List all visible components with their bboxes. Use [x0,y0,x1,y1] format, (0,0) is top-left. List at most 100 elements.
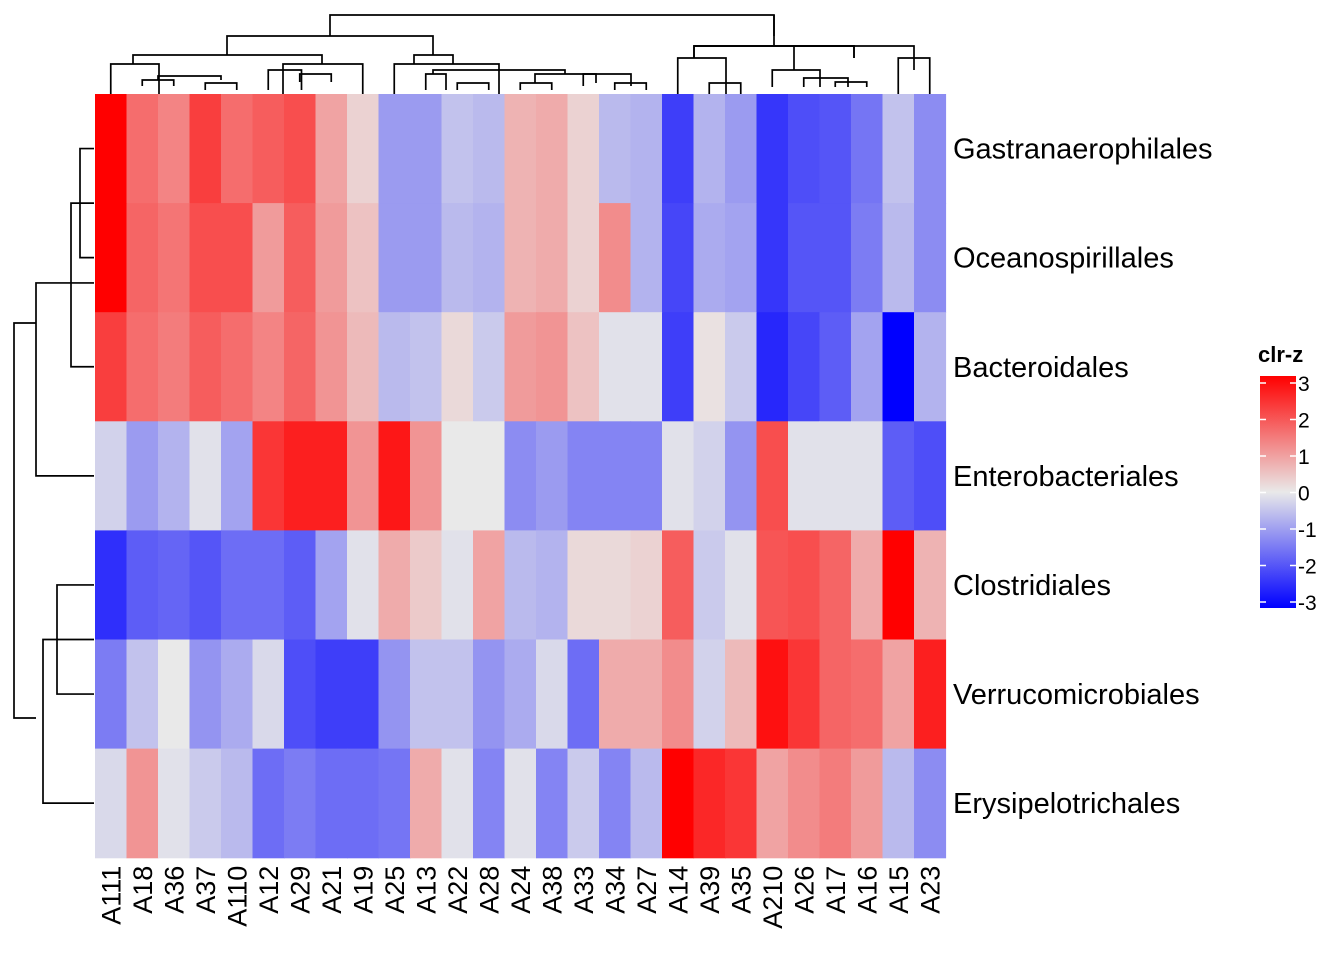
heatmap-cell [882,203,915,313]
column-label: A13 [412,866,442,914]
heatmap-cell [788,94,821,204]
column-label: A18 [128,866,158,914]
heatmap-cell [126,94,159,204]
row-label: Enterobacteriales [953,461,1179,493]
legend-tick-label: -2 [1298,556,1317,579]
heatmap-cell [819,748,852,859]
heatmap-cell [252,639,285,750]
heatmap-cell [504,748,537,859]
column-label: A36 [160,866,190,914]
heatmap-cell [378,748,411,859]
heatmap-cell [851,94,884,204]
heatmap-cell [347,203,380,313]
heatmap-cell [473,203,506,313]
column-label: A12 [254,866,284,914]
heatmap-cell [819,203,852,313]
column-dendrogram-branch [694,15,854,47]
heatmap-cell [189,421,222,531]
heatmap-cell [725,94,758,204]
heatmap-cell [756,312,789,422]
heatmap-cell [819,421,852,531]
heatmap-cell [221,421,254,531]
heatmap-cell [788,748,821,859]
heatmap-cell [126,203,159,313]
heatmap-cell [315,639,348,750]
heatmap-cell [95,421,128,531]
heatmap-cell [504,530,537,641]
heatmap-cell [599,94,632,204]
row-label: Verrucomicrobiales [953,679,1200,711]
column-label: A37 [191,866,221,914]
heatmap-cell [378,312,411,422]
heatmap-cell [95,530,128,641]
heatmap-cell [441,203,474,313]
heatmap-cell [378,639,411,750]
column-label: A210 [758,866,788,929]
column-dendrogram-branch [582,73,632,86]
heatmap-cell [725,748,758,859]
heatmap-cell [315,421,348,531]
heatmap-cell [693,421,726,531]
heatmap-cell [284,530,317,641]
heatmap-cell [504,94,537,204]
heatmap-cell [441,421,474,531]
heatmap-cell [441,748,474,859]
column-dendrogram-branch [226,35,434,55]
heatmap-cell [410,748,443,859]
heatmap-cell [441,312,474,422]
column-dendrogram-branch [802,77,849,87]
heatmap-cell [882,312,915,422]
heatmap-cell [756,94,789,204]
heatmap-cell [347,312,380,422]
heatmap-cell [410,203,443,313]
row-label: Oceanospirillales [953,243,1174,275]
row-dendrogram-branch [42,638,94,804]
heatmap-cell [126,639,159,750]
column-label: A27 [632,866,662,914]
column-dendrogram-branch [708,82,742,94]
heatmap-cell [693,94,726,204]
column-label: A25 [380,866,410,914]
heatmap-cell [725,639,758,750]
row-label: Gastranaerophilales [953,134,1213,166]
heatmap-cell [851,530,884,641]
heatmap-cell [189,639,222,750]
heatmap-cell [851,312,884,422]
column-dendrogram-branch [534,73,597,83]
heatmap-cell [158,312,191,422]
column-dendrogram-branch [157,75,222,80]
column-dendrogram-branch [693,45,855,58]
heatmap-cell [630,94,663,204]
heatmap-cell [378,94,411,204]
heatmap-cell [788,530,821,641]
column-label: A38 [538,866,568,914]
legend-tick-label: 2 [1298,410,1310,433]
heatmap-cell [410,639,443,750]
heatmap-cell [725,312,758,422]
heatmap-cell [851,639,884,750]
heatmap-cells [95,94,947,859]
heatmap-cell [315,203,348,313]
heatmap-cell [725,530,758,641]
heatmap-cell [473,748,506,859]
column-dendrogram-branch [424,73,447,90]
column-dendrogram-branch [519,82,553,90]
heatmap-cell [882,530,915,641]
row-dendrogram-branch [13,322,36,719]
column-dendrogram-branch [456,82,490,90]
heatmap-cell [599,421,632,531]
column-label: A34 [601,866,631,914]
heatmap-cell [410,94,443,204]
column-label: A23 [916,866,946,914]
heatmap-cell [189,748,222,859]
heatmap-cell [662,748,695,859]
heatmap-cell [819,94,852,204]
heatmap-cell [473,639,506,750]
heatmap-cell [567,94,600,204]
heatmap-cell [410,421,443,531]
heatmap-cell [536,312,569,422]
heatmap-cell [662,312,695,422]
heatmap-cell [599,203,632,313]
heatmap-cell [851,748,884,859]
column-dendrogram-branch [109,63,160,94]
